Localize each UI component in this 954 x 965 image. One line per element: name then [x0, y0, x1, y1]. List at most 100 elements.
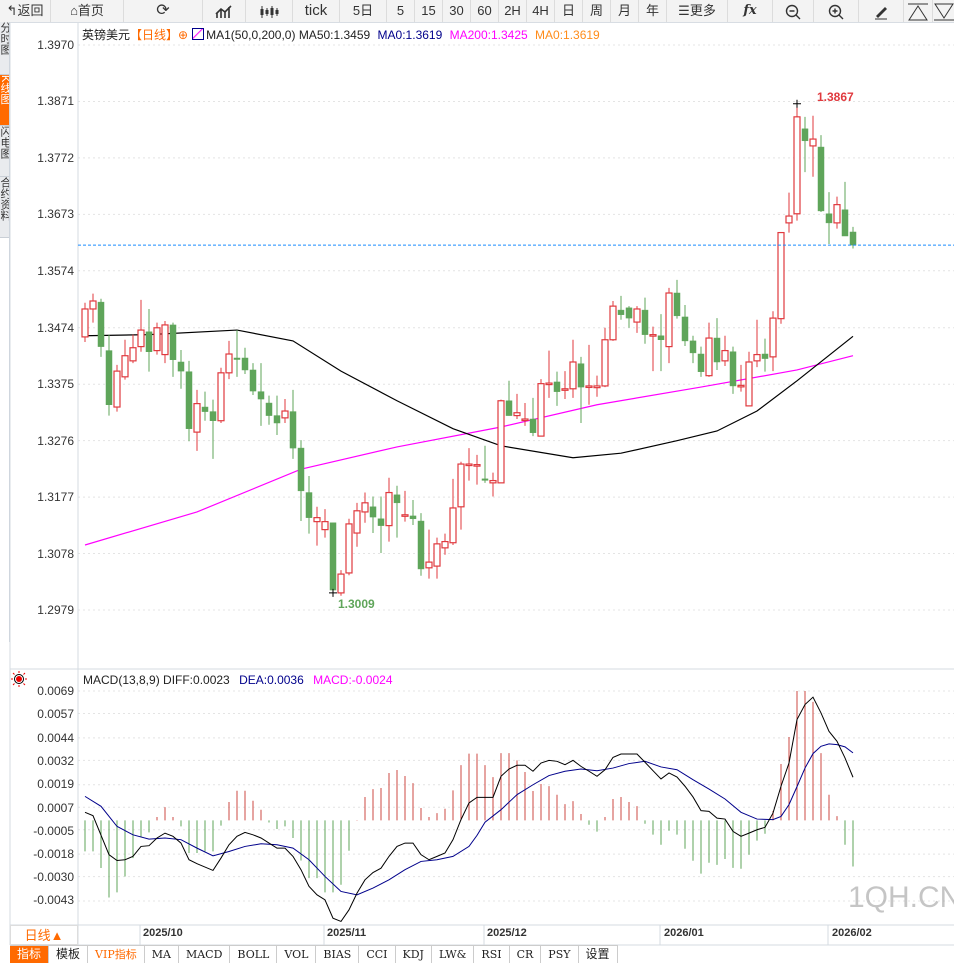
tab-bias[interactable]: BIAS: [316, 946, 360, 963]
tab-indicators[interactable]: 指标: [10, 946, 50, 963]
period-label[interactable]: 【日线】: [130, 28, 179, 42]
tab-kdj[interactable]: KDJ: [396, 946, 432, 963]
candle-down: [249, 363, 257, 396]
candle-up: [321, 509, 329, 538]
ma0-value: MA0:1.3619: [377, 28, 443, 42]
period-2h[interactable]: 2H: [499, 0, 527, 22]
sidebar-tab-flash[interactable]: 闪电图: [0, 126, 9, 177]
candle-body: [345, 523, 353, 574]
candle-body: [273, 415, 281, 424]
candle-body: [833, 204, 841, 224]
refresh-button[interactable]: ⟳: [124, 0, 203, 22]
candle-down: [505, 380, 513, 416]
sidebar-tab-contract-info[interactable]: 合约资料: [0, 177, 9, 238]
tab-rsi[interactable]: RSI: [474, 946, 510, 963]
period-year[interactable]: 年: [639, 0, 667, 22]
chart-type-button[interactable]: [203, 0, 246, 22]
candle-down: [329, 522, 337, 593]
raise-button[interactable]: [904, 0, 933, 22]
sidebar-tab-timeshare[interactable]: 分时图: [0, 22, 9, 75]
lower-button[interactable]: [933, 0, 954, 22]
period-toggle[interactable]: 日线▲: [10, 925, 78, 945]
zoom-in-button[interactable]: [814, 0, 859, 22]
candle-body: [657, 335, 665, 341]
tab-settings[interactable]: 设置: [579, 946, 618, 963]
price-tick: 1.3177: [37, 490, 74, 504]
candle-body: [353, 510, 361, 534]
home-button[interactable]: ⌂首页: [51, 0, 124, 22]
candle-type-button[interactable]: [246, 0, 293, 22]
indicator-icon[interactable]: [192, 28, 205, 40]
back-button[interactable]: ↰返回: [0, 0, 51, 22]
add-indicator-icon[interactable]: ⊕: [178, 28, 189, 42]
zoom-out-button[interactable]: [773, 0, 814, 22]
candle-up: [337, 570, 345, 596]
candle-down: [417, 513, 425, 576]
macd-settings-icon[interactable]: [11, 671, 27, 687]
candle-body: [577, 363, 585, 388]
period-4h[interactable]: 4H: [527, 0, 555, 22]
candle-body: [161, 324, 169, 356]
candle-up: [129, 334, 137, 364]
candle-body: [713, 337, 721, 363]
candle-up: [665, 287, 673, 364]
tab-ma[interactable]: MA: [145, 946, 179, 963]
more-button[interactable]: ☰更多: [667, 0, 728, 22]
tab-cr[interactable]: CR: [510, 946, 542, 963]
candle-up: [137, 299, 145, 352]
candle-up: [785, 192, 793, 233]
candle-body: [545, 382, 553, 386]
ma-definition: MA1(50,0,200,0) MA50:1.3459: [206, 28, 371, 42]
candle-body: [849, 231, 857, 246]
tick-button[interactable]: tick: [293, 0, 340, 22]
watermark-logo: 1QH.CN: [848, 881, 954, 914]
candle-down: [233, 330, 241, 377]
sidebar-tab-kline[interactable]: K线图: [0, 75, 9, 126]
draw-button[interactable]: [859, 0, 904, 22]
macd-tick: 0.0057: [37, 707, 74, 721]
candle-up: [113, 364, 121, 412]
tab-templates[interactable]: 模板: [49, 946, 89, 963]
candle-body: [761, 353, 769, 359]
macd-panel: [84, 691, 854, 923]
five-day-button[interactable]: 5日: [340, 0, 387, 22]
candle-down: [145, 308, 153, 372]
period-week[interactable]: 周: [583, 0, 611, 22]
period-5[interactable]: 5: [387, 0, 415, 22]
tab-lwr[interactable]: LW&: [432, 946, 475, 963]
candle-down: [825, 192, 833, 244]
tab-cci[interactable]: CCI: [359, 946, 396, 963]
candle-body: [537, 383, 545, 437]
candle-body: [593, 385, 601, 389]
period-60[interactable]: 60: [471, 0, 499, 22]
candle-body: [745, 361, 753, 407]
back-arrow-icon: ↰: [6, 3, 18, 18]
candle-down: [297, 440, 305, 522]
candle-up: [345, 518, 353, 576]
triangle-up-icon: [908, 3, 928, 21]
candle-body: [681, 316, 689, 342]
tab-boll[interactable]: BOLL: [230, 946, 278, 963]
tab-vol[interactable]: VOL: [277, 946, 317, 963]
tab-vip-indicators[interactable]: VIP指标: [88, 946, 145, 963]
candle-body: [841, 209, 849, 237]
formula-button[interactable]: fx: [728, 0, 773, 22]
candle-body: [233, 357, 241, 360]
period-day[interactable]: 日: [555, 0, 583, 22]
period-month[interactable]: 月: [611, 0, 639, 22]
candle-body: [513, 412, 521, 417]
ma200-value: MA200:1.3425: [449, 28, 528, 42]
candle-body: [793, 116, 801, 215]
candle-body: [249, 369, 257, 392]
candle-up: [809, 115, 817, 177]
macd-dea: DEA:0.0036: [239, 673, 304, 687]
candle-body: [697, 353, 705, 372]
period-15[interactable]: 15: [415, 0, 443, 22]
tab-psy[interactable]: PSY: [541, 946, 579, 963]
zoom-out-icon: [785, 4, 801, 20]
period-30[interactable]: 30: [443, 0, 471, 22]
candle-body: [521, 418, 529, 422]
tab-macd[interactable]: MACD: [179, 946, 231, 963]
candle-up: [649, 326, 657, 372]
